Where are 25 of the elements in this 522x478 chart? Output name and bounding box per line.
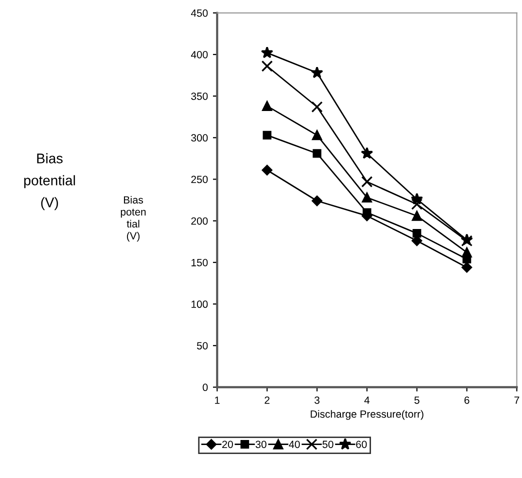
legend-label: 60: [356, 440, 367, 448]
x-tick-label: 3: [314, 396, 320, 404]
y-tick-label: 150: [192, 258, 208, 266]
legend-label: 20: [222, 440, 233, 448]
x-tick-label: 1: [215, 396, 220, 404]
y-tick-label: 0: [202, 384, 208, 392]
x-tick-label: 2: [264, 396, 270, 404]
x-tick-label: 7: [514, 396, 520, 404]
legend-label: 50: [322, 440, 334, 448]
text: Bias potential (V): [24, 153, 75, 210]
x-tick-label: 6: [464, 396, 470, 404]
legend-label: 40: [288, 440, 300, 448]
y-tick-label: 350: [191, 92, 208, 100]
x-tick-label: 4: [364, 396, 370, 404]
y-tick-label: 450: [190, 9, 208, 17]
y-tick-label: 100: [192, 300, 208, 308]
x-tick-label: 5: [414, 396, 420, 404]
y-tick-label: 300: [191, 134, 208, 142]
y-axis-title: Bias poten tial (V): [120, 196, 146, 242]
y-tick-label: 50: [196, 342, 208, 350]
y-tick-label: 400: [190, 50, 208, 58]
y-tick-label: 200: [191, 217, 208, 225]
legend-label: 30: [256, 440, 266, 448]
y-tick-label: 250: [191, 176, 208, 184]
x-axis-title: Discharge Pressure(torr): [310, 410, 424, 420]
